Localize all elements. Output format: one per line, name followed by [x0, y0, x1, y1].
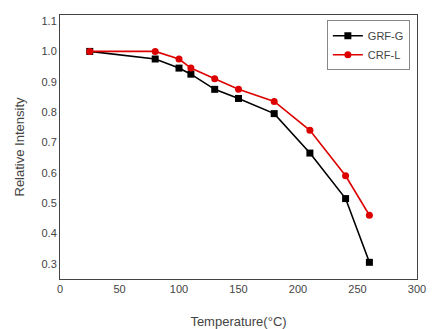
svg-text:0.7: 0.7 — [42, 136, 57, 148]
svg-text:150: 150 — [229, 283, 247, 295]
svg-text:0.4: 0.4 — [42, 227, 57, 239]
svg-text:250: 250 — [348, 283, 366, 295]
svg-text:0.8: 0.8 — [42, 106, 57, 118]
svg-text:100: 100 — [170, 283, 188, 295]
svg-text:200: 200 — [289, 283, 307, 295]
svg-text:0.9: 0.9 — [42, 76, 57, 88]
svg-text:CRF-L: CRF-L — [368, 49, 400, 61]
svg-text:Relative Intensity: Relative Intensity — [12, 97, 27, 196]
svg-text:50: 50 — [113, 283, 125, 295]
svg-text:GRF-G: GRF-G — [368, 30, 403, 42]
svg-text:Temperature(°C): Temperature(°C) — [190, 314, 286, 329]
svg-text:0: 0 — [57, 283, 63, 295]
svg-text:0.3: 0.3 — [42, 258, 57, 270]
svg-text:1.0: 1.0 — [42, 45, 57, 57]
svg-text:1.1: 1.1 — [42, 15, 57, 27]
svg-text:0.6: 0.6 — [42, 167, 57, 179]
svg-text:300: 300 — [408, 283, 426, 295]
svg-text:0.5: 0.5 — [42, 197, 57, 209]
